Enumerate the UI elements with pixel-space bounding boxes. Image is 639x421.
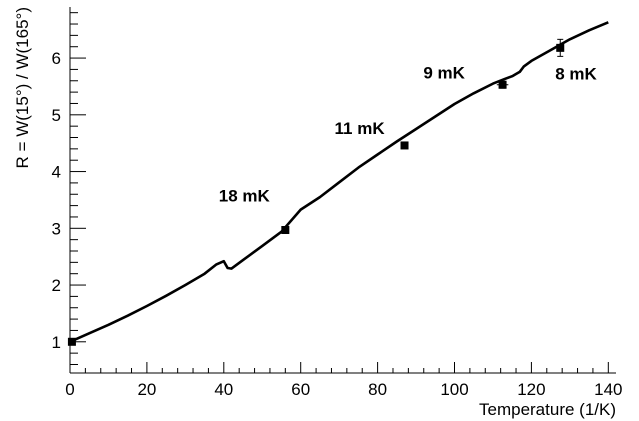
y-tick-label: 5 bbox=[52, 106, 61, 125]
point-annotation: 9 mK bbox=[423, 63, 465, 82]
data-point bbox=[67, 337, 76, 346]
x-tick-label: 140 bbox=[594, 380, 622, 399]
x-tick-label: 60 bbox=[291, 380, 310, 399]
point-annotation: 11 mK bbox=[335, 119, 386, 138]
point-annotation: 8 mK bbox=[555, 65, 597, 84]
x-tick-label: 100 bbox=[440, 380, 468, 399]
y-tick-label: 4 bbox=[52, 163, 61, 182]
x-tick-label: 80 bbox=[368, 380, 387, 399]
x-tick-label: 120 bbox=[517, 380, 545, 399]
y-tick-label: 2 bbox=[52, 276, 61, 295]
y-tick-label: 6 bbox=[52, 49, 61, 68]
y-tick-label: 1 bbox=[52, 333, 61, 352]
data-point bbox=[498, 80, 507, 89]
y-axis-title: R = W(15°) / W(165°) bbox=[13, 7, 32, 168]
x-axis-title: Temperature (1/K) bbox=[479, 400, 616, 419]
x-tick-label: 40 bbox=[214, 380, 233, 399]
point-annotation: 18 mK bbox=[219, 187, 271, 206]
y-tick-label: 3 bbox=[52, 219, 61, 238]
series-line bbox=[69, 21, 609, 343]
plot-area bbox=[67, 21, 609, 346]
annotations: 18 mK 11 mK 9 mK 8 mK bbox=[219, 63, 598, 205]
data-point bbox=[556, 43, 565, 52]
data-point bbox=[400, 141, 409, 150]
x-tick-label: 20 bbox=[137, 380, 156, 399]
x-tick-label: 0 bbox=[65, 380, 74, 399]
data-point bbox=[281, 226, 290, 235]
axes: 0 20 40 60 80 100 120 140 1 2 3 4 5 6 bbox=[52, 7, 622, 399]
